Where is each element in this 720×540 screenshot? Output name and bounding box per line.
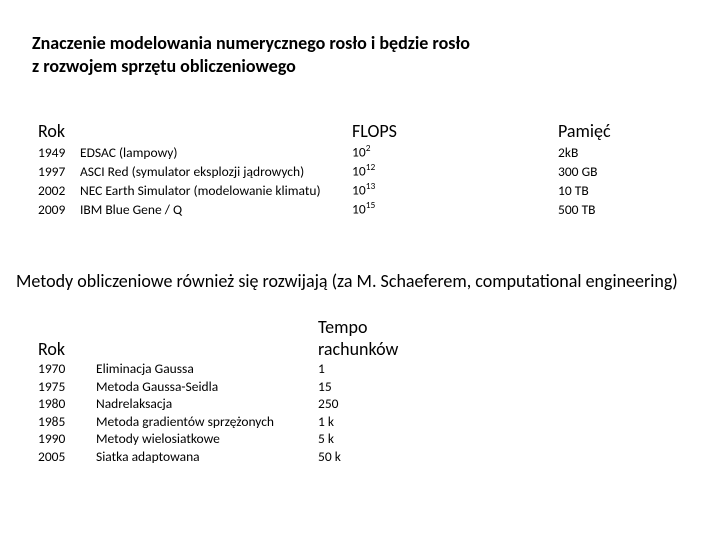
cell-year: 2005 bbox=[38, 448, 96, 466]
cell-tempo: 1 k bbox=[318, 413, 438, 431]
cell-method: Nadrelaksacja bbox=[96, 395, 318, 413]
table-row: 1970Eliminacja Gaussa1 bbox=[38, 360, 678, 378]
table-row: 1985Metoda gradientów sprzężonych1 k bbox=[38, 413, 678, 431]
table-row: 2009IBM Blue Gene / Q1015 500 TB bbox=[38, 199, 678, 218]
table-row: 1980Nadrelaksacja250 bbox=[38, 395, 678, 413]
flops-exp: 2 bbox=[366, 142, 371, 154]
cell-year: 1997 bbox=[38, 163, 80, 181]
flops-base: 10 bbox=[352, 144, 366, 161]
cell-desc: NEC Earth Simulator (modelowanie klimatu… bbox=[80, 182, 352, 200]
flops-base: 10 bbox=[352, 182, 366, 199]
cell-desc: IBM Blue Gene / Q bbox=[80, 201, 352, 219]
title-block: Znaczenie modelowania numerycznego rosło… bbox=[32, 32, 470, 77]
cell-tempo: 250 bbox=[318, 395, 438, 413]
cell-tempo: 50 k bbox=[318, 448, 438, 466]
slide: Znaczenie modelowania numerycznego rosło… bbox=[0, 0, 720, 540]
cell-flops: 1012 bbox=[352, 161, 558, 180]
header-year: Rok bbox=[38, 338, 96, 360]
table-row: 1975Metoda Gaussa-Seidla15 bbox=[38, 378, 678, 396]
cell-year: 1980 bbox=[38, 395, 96, 413]
cell-method: Metoda gradientów sprzężonych bbox=[96, 413, 318, 431]
cell-method: Eliminacja Gaussa bbox=[96, 360, 318, 378]
cell-year: 1985 bbox=[38, 413, 96, 431]
table-row: 1990Metody wielosiatkowe5 k bbox=[38, 430, 678, 448]
cell-desc: ASCI Red (symulator eksplozji jądrowych) bbox=[80, 163, 352, 181]
cell-tempo: 1 bbox=[318, 360, 438, 378]
methods-table: Rok Tempo rachunków 1970Eliminacja Gaussa… bbox=[38, 316, 678, 465]
header-year: Rok bbox=[38, 120, 80, 142]
cell-mem: 2kB bbox=[558, 144, 658, 162]
cell-year: 1975 bbox=[38, 378, 96, 396]
methods-subtitle: Metody obliczeniowe również się rozwijaj… bbox=[16, 270, 678, 292]
methods-table-header: Rok Tempo rachunków bbox=[38, 316, 678, 360]
cell-flops: 1013 bbox=[352, 180, 558, 199]
header-memory: Pamięć bbox=[558, 120, 658, 142]
cell-year: 2009 bbox=[38, 201, 80, 219]
flops-exp: 13 bbox=[366, 180, 376, 192]
cell-year: 1949 bbox=[38, 144, 80, 162]
table-row: 1949EDSAC (lampowy)1022kB bbox=[38, 142, 678, 161]
cell-method: Metoda Gaussa-Seidla bbox=[96, 378, 318, 396]
cell-year: 2002 bbox=[38, 182, 80, 200]
cell-flops: 1015 bbox=[352, 199, 558, 218]
hardware-table: RokFLOPSPamięć 1949EDSAC (lampowy)1022kB… bbox=[38, 120, 678, 218]
cell-mem: 500 TB bbox=[558, 201, 658, 219]
flops-base: 10 bbox=[352, 201, 366, 218]
cell-method: Metody wielosiatkowe bbox=[96, 430, 318, 448]
flops-exp: 15 bbox=[366, 199, 376, 211]
title-line-1: Znaczenie modelowania numerycznego rosło… bbox=[32, 32, 470, 55]
cell-year: 1990 bbox=[38, 430, 96, 448]
cell-tempo: 5 k bbox=[318, 430, 438, 448]
cell-desc: EDSAC (lampowy) bbox=[80, 144, 352, 162]
hardware-table-header: Rok FLOPSPamięć bbox=[38, 120, 678, 142]
title-line-2: z rozwojem sprzętu obliczeniowego bbox=[32, 55, 470, 78]
cell-year: 1970 bbox=[38, 360, 96, 378]
cell-method: Siatka adaptowana bbox=[96, 448, 318, 466]
header-flops: FLOPS bbox=[352, 120, 558, 142]
flops-exp: 12 bbox=[366, 161, 376, 173]
table-row: 2002NEC Earth Simulator (modelowanie kli… bbox=[38, 180, 678, 199]
cell-mem: 10 TB bbox=[558, 182, 658, 200]
cell-tempo: 15 bbox=[318, 378, 438, 396]
table-row: 2005Siatka adaptowana50 k bbox=[38, 448, 678, 466]
cell-flops: 102 bbox=[352, 142, 558, 161]
flops-base: 10 bbox=[352, 163, 366, 180]
table-row: 1997ASCI Red (symulator eksplozji jądrow… bbox=[38, 161, 678, 180]
cell-mem: 300 GB bbox=[558, 163, 658, 181]
header-tempo: Tempo rachunków bbox=[318, 316, 438, 360]
